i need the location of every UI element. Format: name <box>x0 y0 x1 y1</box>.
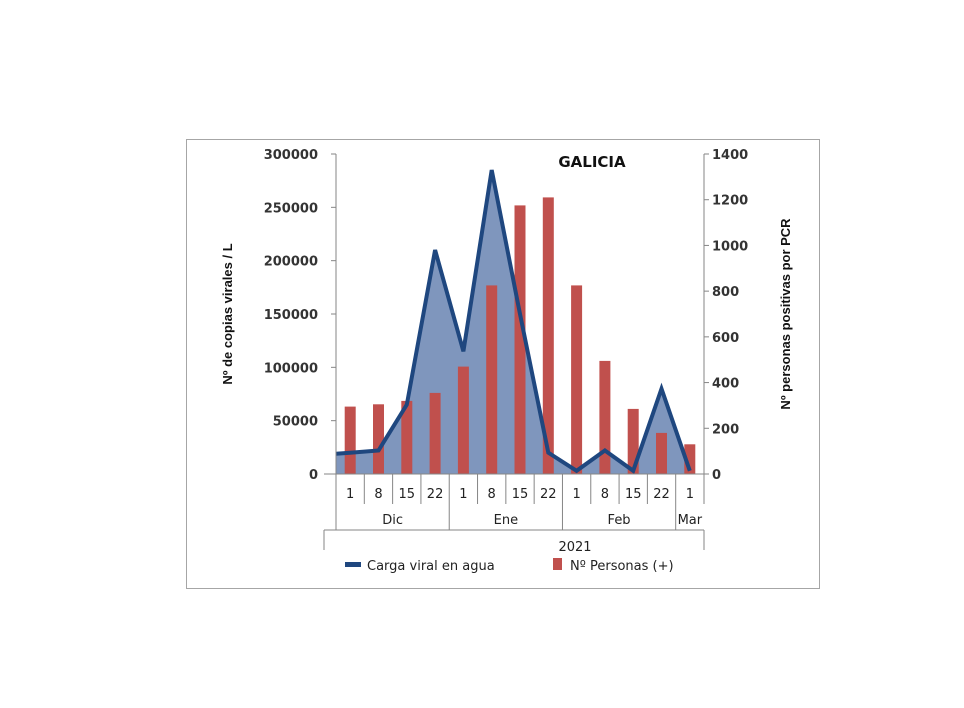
right-tick-label: 400 <box>712 377 739 392</box>
left-tick-label: 250000 <box>264 201 318 216</box>
legend-label-carga-viral: Carga viral en agua <box>367 559 495 574</box>
year-label: 2021 <box>558 540 591 555</box>
x-tick-label: 1 <box>459 487 467 502</box>
left-axis-title: Nº de copias virales / L <box>220 243 235 384</box>
bar-personas <box>486 285 498 474</box>
right-tick-label: 1200 <box>712 194 748 209</box>
x-tick-label: 1 <box>346 487 354 502</box>
x-tick-label: 15 <box>625 487 642 502</box>
month-label: Dic <box>382 513 403 528</box>
x-tick-label: 22 <box>540 487 557 502</box>
left-tick-label: 100000 <box>264 361 318 376</box>
month-label: Ene <box>494 513 518 528</box>
left-tick-label: 0 <box>309 468 318 483</box>
chart: 0 50000 100000 150000 200000 250000 300000 0 200… <box>220 148 793 574</box>
right-tick-label: 800 <box>712 285 739 300</box>
x-tick-label: 1 <box>572 487 580 502</box>
bar-personas <box>599 360 611 474</box>
bar-personas <box>627 408 639 474</box>
bar-personas <box>457 366 469 474</box>
bar-personas <box>401 400 413 474</box>
right-tick-label: 0 <box>712 468 721 483</box>
x-tick-label: 8 <box>488 487 496 502</box>
x-tick-label: 22 <box>427 487 444 502</box>
bar-personas <box>542 197 554 474</box>
bar-personas <box>429 392 441 474</box>
right-axis-title: Nº personas positivas por PCR <box>778 218 793 410</box>
left-tick-label: 200000 <box>264 255 318 270</box>
x-tick-label: 8 <box>601 487 609 502</box>
bar-personas <box>344 406 356 474</box>
legend-label-personas: Nº Personas (+) <box>570 559 674 574</box>
bar-personas <box>373 404 384 474</box>
right-tick-label: 600 <box>712 331 739 346</box>
x-tick-label: 15 <box>398 487 415 502</box>
legend-swatch-carga-viral <box>345 562 361 567</box>
legend-swatch-personas <box>553 558 562 570</box>
left-tick-label: 50000 <box>273 415 318 430</box>
chart-title: GALICIA <box>558 153 626 171</box>
x-tick-label: 22 <box>653 487 670 502</box>
line-carga-viral <box>335 169 692 474</box>
left-tick-label: 150000 <box>264 308 318 323</box>
bar-personas <box>684 444 696 474</box>
right-tick-label: 1400 <box>712 148 748 163</box>
bar-personas <box>656 432 667 474</box>
chart-frame: 0 50000 100000 150000 200000 250000 300000 0 200… <box>186 139 820 589</box>
bar-personas <box>571 285 583 474</box>
area-carga-viral <box>336 170 690 474</box>
month-label: Feb <box>608 513 631 528</box>
x-tick-label: 8 <box>374 487 382 502</box>
month-label: Mar <box>678 513 703 528</box>
bar-personas <box>514 205 526 474</box>
right-tick-label: 200 <box>712 422 739 437</box>
x-tick-label: 15 <box>512 487 529 502</box>
left-tick-label: 300000 <box>264 148 318 163</box>
right-tick-label: 1000 <box>712 239 748 254</box>
x-tick-label: 1 <box>686 487 694 502</box>
